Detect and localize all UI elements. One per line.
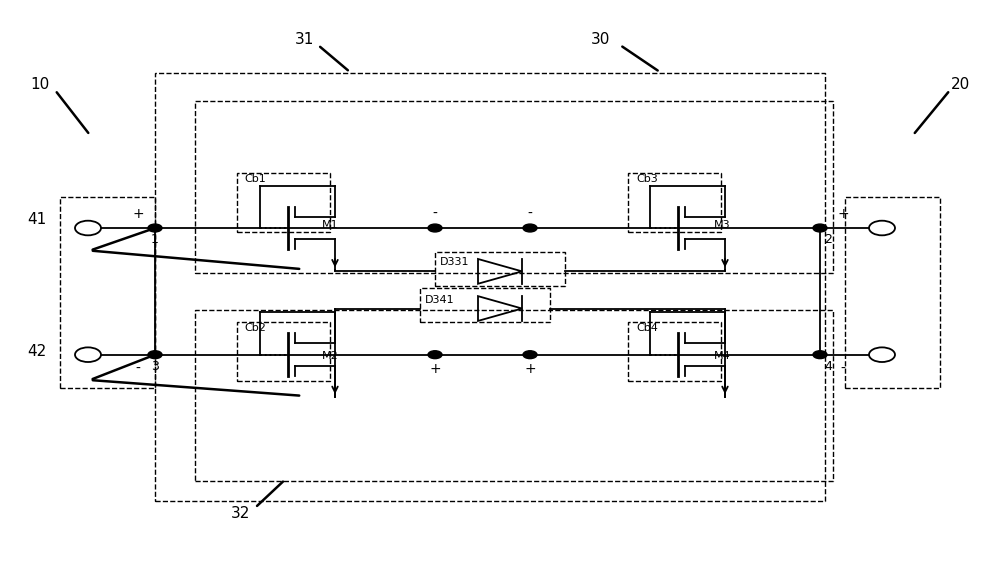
- Bar: [60, 197, 155, 388]
- Bar: [155, 73, 825, 501]
- Text: 31: 31: [295, 32, 315, 47]
- Text: 42: 42: [27, 345, 47, 359]
- Text: -: -: [136, 362, 140, 376]
- Text: Cb1: Cb1: [244, 174, 266, 184]
- Text: +: +: [429, 362, 441, 376]
- Text: 1: 1: [151, 233, 159, 247]
- Text: -: -: [841, 362, 845, 376]
- Text: D331: D331: [440, 257, 470, 267]
- Circle shape: [523, 224, 537, 232]
- Text: 10: 10: [30, 77, 50, 92]
- Text: M1: M1: [322, 220, 339, 230]
- Circle shape: [75, 221, 101, 235]
- Circle shape: [813, 224, 827, 232]
- Text: 20: 20: [950, 77, 970, 92]
- Text: 30: 30: [590, 32, 610, 47]
- Circle shape: [148, 351, 162, 359]
- Text: Cb3: Cb3: [636, 174, 658, 184]
- Text: 3: 3: [151, 360, 159, 373]
- Text: M2: M2: [322, 351, 339, 361]
- Text: +: +: [837, 207, 849, 221]
- Text: +: +: [524, 362, 536, 376]
- Text: M3: M3: [714, 220, 731, 230]
- Circle shape: [428, 224, 442, 232]
- Bar: [420, 288, 550, 322]
- Circle shape: [869, 221, 895, 235]
- Text: 2: 2: [824, 233, 832, 247]
- Circle shape: [869, 347, 895, 362]
- Text: 32: 32: [230, 506, 250, 521]
- Text: Cb4: Cb4: [636, 323, 658, 333]
- Text: -: -: [433, 207, 437, 221]
- Text: 4: 4: [824, 360, 832, 373]
- Circle shape: [428, 351, 442, 359]
- Bar: [237, 173, 330, 232]
- Circle shape: [148, 224, 162, 232]
- Text: D341: D341: [425, 294, 455, 305]
- Text: M4: M4: [714, 351, 731, 361]
- Text: Cb2: Cb2: [244, 323, 266, 333]
- Bar: [195, 310, 833, 481]
- Bar: [237, 322, 330, 381]
- Circle shape: [75, 347, 101, 362]
- Bar: [845, 197, 940, 388]
- Bar: [435, 252, 565, 286]
- Bar: [195, 101, 833, 273]
- Circle shape: [523, 351, 537, 359]
- Text: -: -: [528, 207, 532, 221]
- Circle shape: [813, 351, 827, 359]
- Text: 41: 41: [27, 212, 47, 227]
- Bar: [628, 322, 721, 381]
- Bar: [628, 173, 721, 232]
- Text: +: +: [132, 207, 144, 221]
